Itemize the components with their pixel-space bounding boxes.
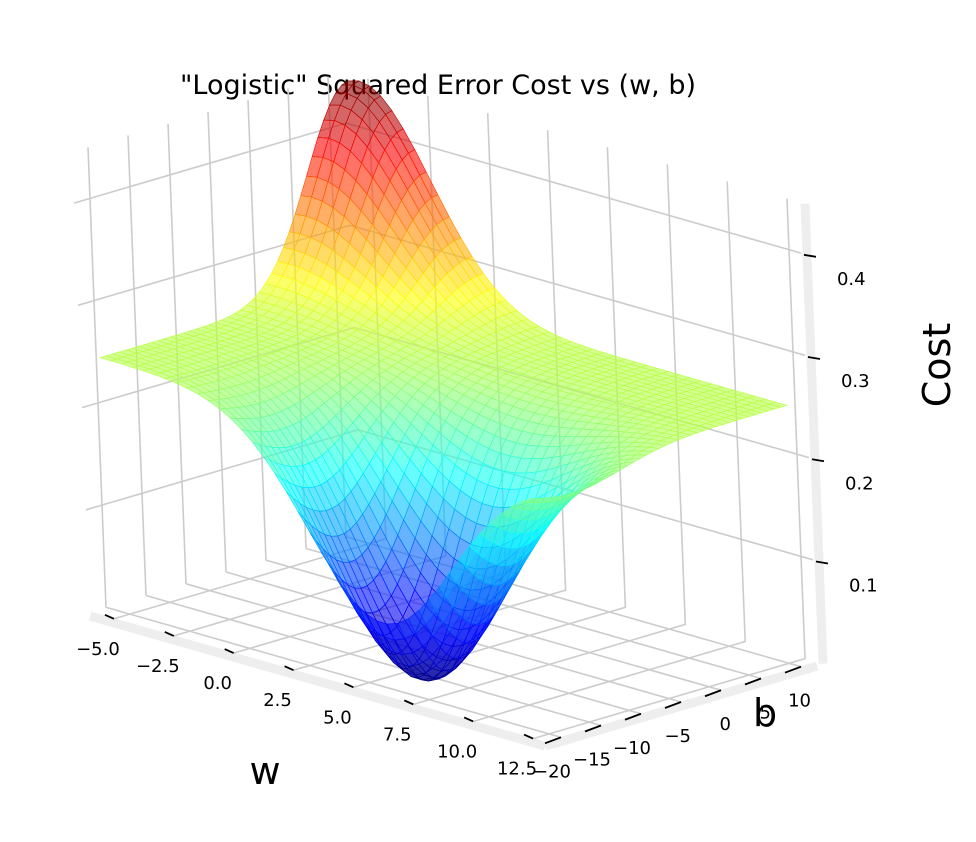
wall-edge-cost <box>800 203 828 664</box>
b-tick-label: −5 <box>664 726 691 747</box>
w-tick-mark <box>523 733 534 740</box>
cost-tick-label: 0.1 <box>849 575 878 596</box>
w-tick-mark <box>224 648 235 654</box>
w-tick-label: 2.5 <box>263 690 292 711</box>
cost-tick-label: 0.3 <box>841 371 870 392</box>
surface-facet <box>521 498 539 503</box>
b-tick-label: 0 <box>720 714 731 735</box>
gridline-b-floor <box>145 594 602 727</box>
w-tick-label: 10.0 <box>437 741 477 762</box>
w-tick-label: 0.0 <box>203 673 232 694</box>
b-tick-mark <box>704 689 722 698</box>
b-tick-mark <box>544 736 562 745</box>
w-tick-mark <box>164 631 175 637</box>
w-axis-label: w <box>249 749 280 793</box>
cost-axis-label: Cost <box>915 323 959 407</box>
w-tick-mark <box>284 665 294 671</box>
b-axis-label: b <box>753 691 777 735</box>
w-tick-mark <box>463 716 474 723</box>
cost-axis-ticks: 0.1 0.2 0.3 0.4 <box>803 253 878 596</box>
w-tick-label: −2.5 <box>136 656 180 677</box>
chart-title: "Logistic" Squared Error Cost vs (w, b) <box>180 70 696 101</box>
gridline-b-wall <box>87 147 107 608</box>
w-axis-ticks: −5.0 −2.5 0.0 2.5 5.0 7.5 10.0 12.5 <box>76 614 537 780</box>
w-tick-label: 12.5 <box>497 759 537 780</box>
cost-tick-label: 0.2 <box>845 473 874 494</box>
floor-edge-w <box>88 611 547 751</box>
w-tick-mark <box>104 614 115 620</box>
b-tick-label: −15 <box>573 750 611 771</box>
w-tick-mark <box>403 699 414 706</box>
b-tick-label: 5 <box>760 702 771 723</box>
cost-tick-label: 0.4 <box>837 269 866 290</box>
b-tick-mark <box>584 724 602 733</box>
b-tick-mark <box>784 665 802 674</box>
b-tick-mark <box>744 677 762 686</box>
axis-panes <box>88 203 828 751</box>
w-tick-label: 5.0 <box>323 707 352 728</box>
w-tick-label: 7.5 <box>383 724 412 745</box>
b-tick-mark <box>624 712 642 721</box>
cost-tick-mark <box>815 560 829 565</box>
gridline-b-floor <box>105 606 562 739</box>
cost-tick-mark <box>807 356 821 360</box>
b-tick-mark <box>664 701 682 709</box>
floor-edge-b <box>543 661 819 751</box>
b-tick-label: −10 <box>613 738 651 759</box>
w-tick-label: −5.0 <box>76 639 120 660</box>
cost-surface <box>98 80 789 682</box>
b-axis-ticks: −20−15−10 −5 0 5 10 <box>533 665 811 782</box>
cost-tick-mark <box>803 253 817 258</box>
b-tick-label: −20 <box>533 761 571 782</box>
w-tick-mark <box>344 682 354 689</box>
cost-tick-mark <box>811 458 825 463</box>
b-tick-label: 10 <box>788 691 811 712</box>
